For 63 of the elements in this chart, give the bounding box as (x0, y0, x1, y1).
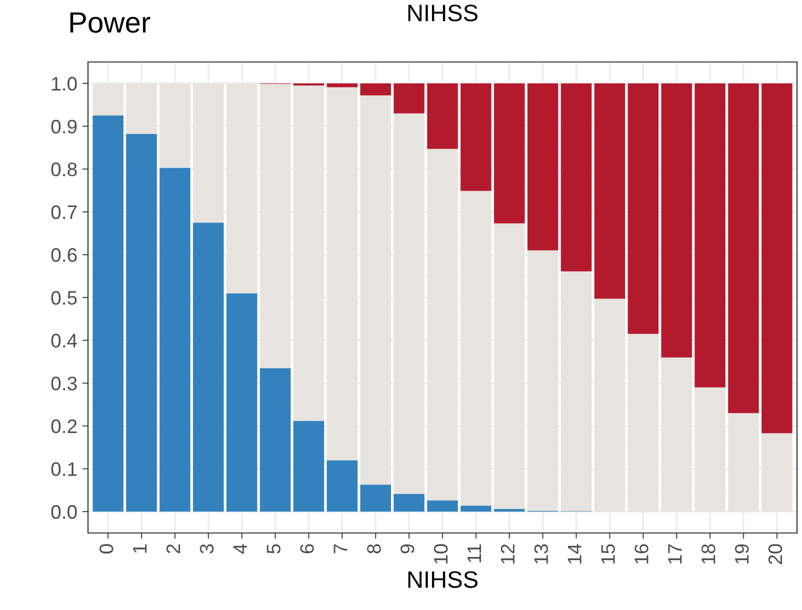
bar (92, 116, 124, 512)
bar (193, 222, 224, 512)
x-tick-label: 12 (500, 544, 514, 564)
y-tick-label: 1.0 (52, 76, 77, 91)
x-tick-label: 6 (300, 544, 314, 554)
bar (226, 293, 258, 512)
x-tick-label: 8 (367, 544, 381, 554)
chart-title: NIHSS (408, 4, 478, 22)
x-tick-label: 2 (166, 544, 180, 554)
x-tick-label: 0 (100, 544, 114, 554)
bar (661, 83, 692, 358)
bar (293, 420, 324, 512)
bar (460, 506, 492, 512)
x-tick-label: 17 (668, 544, 682, 564)
bar (394, 494, 424, 512)
x-tick-label: 10 (434, 544, 448, 564)
x-tick-label: 19 (734, 544, 749, 564)
y-tick-label: 0.6 (51, 248, 77, 262)
y-tick-label: 0.9 (51, 120, 77, 134)
bar (126, 134, 157, 512)
x-tick-label: 4 (233, 544, 247, 554)
x-tick-label: 18 (702, 544, 716, 564)
x-tick-label: 11 (468, 544, 481, 562)
bar (527, 83, 558, 250)
x-tick-label: 14 (568, 544, 582, 564)
x-tick-label: 1 (133, 544, 147, 553)
y-tick-label: 0.4 (51, 334, 78, 348)
bar (160, 168, 190, 512)
y-tick-label: 0.1 (51, 462, 77, 476)
bar (394, 83, 424, 114)
bar (628, 83, 659, 334)
bar (326, 83, 358, 88)
y-tick-label: 0.0 (51, 505, 77, 519)
x-tick-label: 16 (634, 544, 648, 564)
bar (326, 460, 358, 512)
y-tick-label: 0.8 (51, 162, 77, 176)
y-axis-title: Power (70, 12, 150, 33)
x-tick-label: 7 (334, 544, 348, 554)
bar (728, 83, 759, 414)
bar (427, 500, 458, 512)
bar (560, 83, 592, 272)
y-tick-label: 0.7 (51, 205, 77, 220)
bar (427, 83, 458, 149)
bar (293, 83, 324, 86)
x-tick-label: 3 (200, 544, 214, 554)
x-tick-label: 15 (601, 544, 615, 564)
bar (260, 368, 291, 512)
x-tick-label: 9 (400, 544, 414, 554)
x-tick-label: 20 (768, 544, 782, 564)
x-axis-title: NIHSS (408, 571, 478, 588)
bar (360, 83, 391, 96)
bar (694, 83, 726, 388)
bar (594, 83, 626, 299)
y-tick-label: 0.5 (51, 290, 77, 305)
y-tick-label: 0.2 (51, 419, 77, 434)
bar (494, 83, 525, 224)
bar (360, 484, 391, 512)
bar (762, 83, 792, 434)
y-tick-label: 0.3 (51, 376, 77, 390)
x-tick-label: 5 (266, 544, 281, 554)
bar (460, 83, 492, 191)
bar (494, 509, 525, 512)
x-tick-label: 13 (534, 544, 548, 564)
